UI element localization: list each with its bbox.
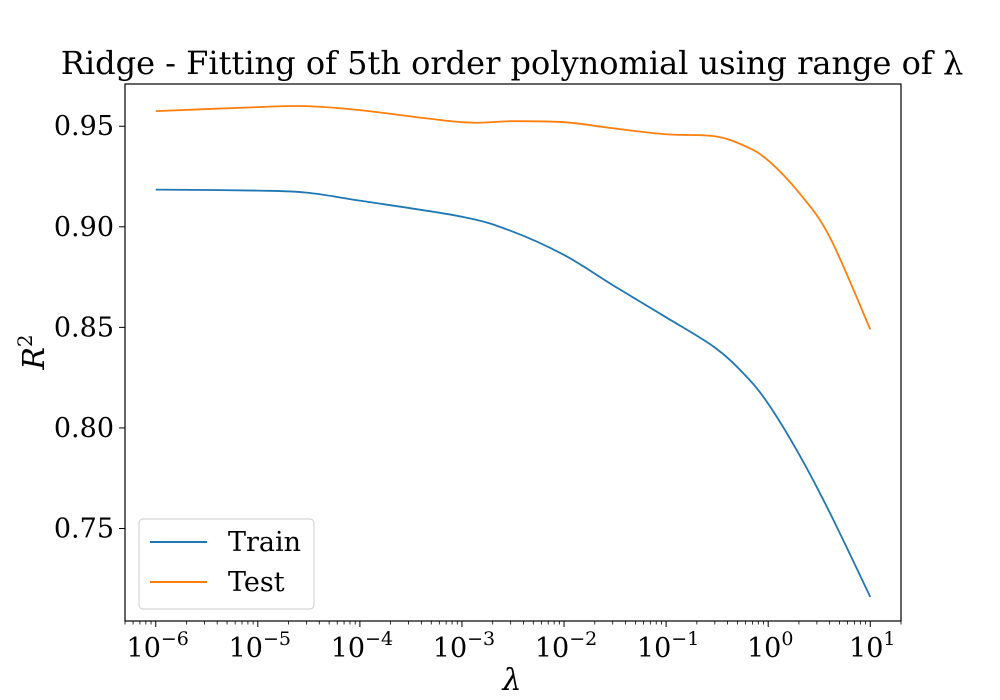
x-tick-label: 10−4 [331,628,393,664]
x-tick-label: 101 [849,628,895,664]
svg-text:R2: R2 [13,334,52,370]
y-axis-label-superscript: 2 [13,334,37,347]
x-tick-label: 100 [747,628,793,664]
y-tick-label: 0.75 [54,513,114,544]
y-tick-label: 0.80 [54,413,114,444]
x-tick-label: 10−5 [229,628,291,664]
series-line-train [155,188,872,598]
series-line-test [155,105,872,330]
x-tick-label: 10−6 [127,628,189,664]
x-tick-label: 10−3 [433,628,495,664]
x-tick-label: 10−1 [637,628,699,664]
x-axis: 10−6 10−5 10−4 10−3 10−2 10−1 100 101 [124,621,902,664]
legend-label-test: Test [228,567,285,598]
y-axis-label-base: R [17,347,52,371]
y-tick-label: 0.95 [54,111,114,142]
y-tick-label: 0.90 [54,212,114,243]
series-layer [155,105,872,598]
chart-title: Ridge - Fitting of 5th order polynomial … [61,44,963,82]
y-tick-label: 0.85 [54,312,114,343]
plot-frame [124,83,902,622]
x-axis-label: λ [501,663,521,698]
legend-label-train: Train [228,527,301,558]
y-axis: 0.75 0.80 0.85 0.90 0.95 [54,111,125,544]
y-axis-label: R2 [13,334,52,370]
x-tick-label: 10−2 [535,628,597,664]
legend: Train Test [138,518,315,610]
